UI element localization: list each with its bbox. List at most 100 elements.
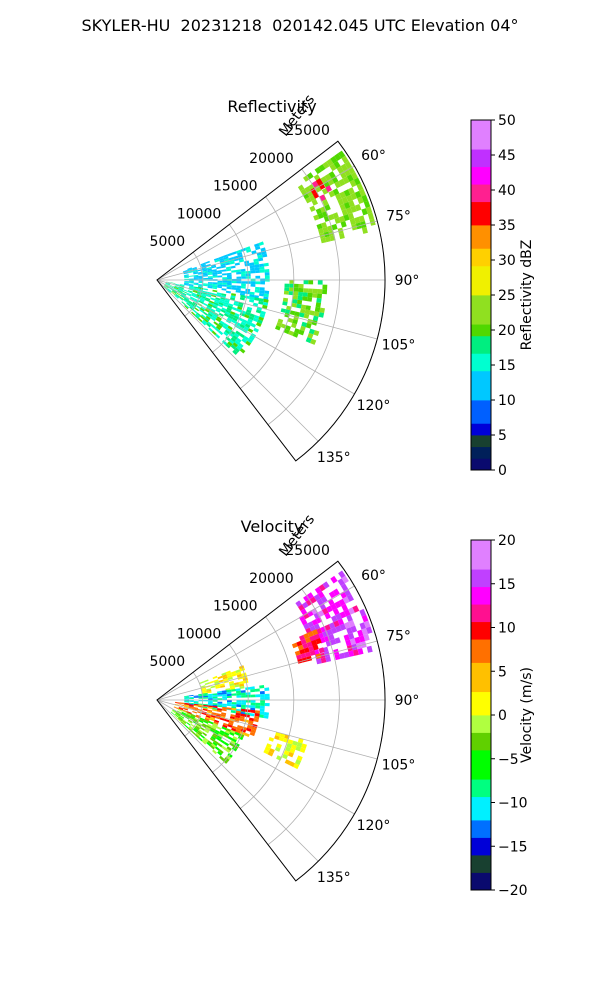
echo-gate <box>320 237 327 244</box>
echo-gate <box>288 751 294 758</box>
echo-gate <box>332 608 340 616</box>
colorbar-segment <box>471 370 491 378</box>
echo-gate <box>225 336 231 342</box>
echo-gate <box>317 591 325 599</box>
echo-gate <box>174 286 179 289</box>
echo-gate <box>225 755 232 760</box>
echo-gate <box>217 708 223 711</box>
echo-gate <box>189 306 194 311</box>
echo-gate <box>245 246 251 251</box>
echo-gate <box>263 262 269 267</box>
echo-gate <box>314 166 322 175</box>
echo-region <box>263 731 307 770</box>
echo-gate <box>192 309 198 314</box>
echo-gate <box>348 620 356 628</box>
echo-gate <box>322 226 329 233</box>
echo-gate <box>217 692 223 695</box>
range-tick-label: 5000 <box>150 234 186 250</box>
echo-gate <box>236 671 242 676</box>
echo-gate <box>260 700 265 703</box>
echo-gate <box>246 727 252 732</box>
echo-gate <box>206 691 212 694</box>
echo-gate <box>312 288 318 294</box>
echo-gate <box>318 647 325 654</box>
echo-gate <box>237 317 243 322</box>
echo-gate <box>207 268 212 271</box>
echo-gate <box>312 315 319 322</box>
colorbar-segment <box>471 761 491 768</box>
echo-gate <box>210 727 216 732</box>
echo-gate <box>235 269 241 273</box>
echo-gate <box>357 648 364 655</box>
echo-gate <box>248 335 255 341</box>
echo-gate <box>338 215 346 223</box>
echo-gate <box>202 270 208 273</box>
echo-gate <box>225 290 231 294</box>
echo-gate <box>314 586 322 594</box>
echo-gate <box>184 281 190 283</box>
echo-gate <box>186 293 192 297</box>
echo-gate <box>202 692 208 695</box>
echo-gate <box>164 285 169 289</box>
echo-gate <box>313 612 321 619</box>
azimuth-gridline <box>156 640 378 701</box>
echo-gate <box>228 722 234 726</box>
echo-gate <box>216 270 222 273</box>
echo-gate <box>223 733 229 738</box>
echo-gate <box>341 575 349 584</box>
panel-title: Velocity <box>241 517 304 536</box>
echo-gate <box>291 642 298 649</box>
echo-gate <box>165 284 170 287</box>
echo-gate <box>207 312 213 317</box>
echo-gate <box>184 700 190 702</box>
echo-gate <box>208 705 213 708</box>
echo-gate <box>202 692 207 694</box>
echo-gate <box>184 724 189 729</box>
echo-gate <box>234 262 240 266</box>
echo-gate <box>317 212 324 219</box>
echo-gate <box>203 273 208 276</box>
echo-gate <box>230 670 237 675</box>
echo-gate <box>313 633 320 640</box>
echo-gate <box>359 188 366 197</box>
echo-gate <box>165 283 170 286</box>
echo-gate <box>223 301 229 306</box>
echo-gate <box>235 688 241 692</box>
echo-gate <box>254 289 260 293</box>
echo-gate <box>178 717 183 721</box>
echo-gate <box>276 322 283 327</box>
echo-gate <box>213 302 219 306</box>
echo-gate <box>217 275 223 278</box>
echo-gate <box>286 305 292 311</box>
echo-gate <box>237 251 243 256</box>
colorbar-segment <box>471 335 491 343</box>
echo-gate <box>350 205 357 213</box>
echo-gate <box>227 736 233 741</box>
echo-gate <box>197 271 203 274</box>
echo-gate <box>339 191 347 199</box>
colorbar-segment <box>471 551 491 558</box>
echo-gate <box>196 724 201 729</box>
echo-gate <box>238 733 245 738</box>
figure-title: SKYLER-HU 20231218 020142.045 UTC Elevat… <box>81 16 519 35</box>
colorbar-tick-label: 25 <box>498 288 516 304</box>
echo-gate <box>346 627 353 635</box>
echo-gate <box>193 287 199 290</box>
echo-gate <box>226 702 232 705</box>
echo-gate <box>223 722 229 727</box>
echo-gate <box>179 702 185 704</box>
echo-gate <box>245 311 251 316</box>
echo-gate <box>226 327 232 333</box>
echo-gate <box>200 734 205 739</box>
echo-gate <box>228 257 234 261</box>
echo-gate <box>317 280 323 285</box>
colorbar-tick-label: −10 <box>498 796 528 812</box>
echo-gate <box>204 309 210 313</box>
echo-gate <box>201 314 206 319</box>
echo-gate <box>193 702 199 704</box>
echo-gate <box>170 282 176 284</box>
echo-gate <box>226 689 232 693</box>
echo-gate <box>196 312 202 317</box>
echo-gate <box>244 295 250 299</box>
azimuth-gridline <box>156 279 355 395</box>
